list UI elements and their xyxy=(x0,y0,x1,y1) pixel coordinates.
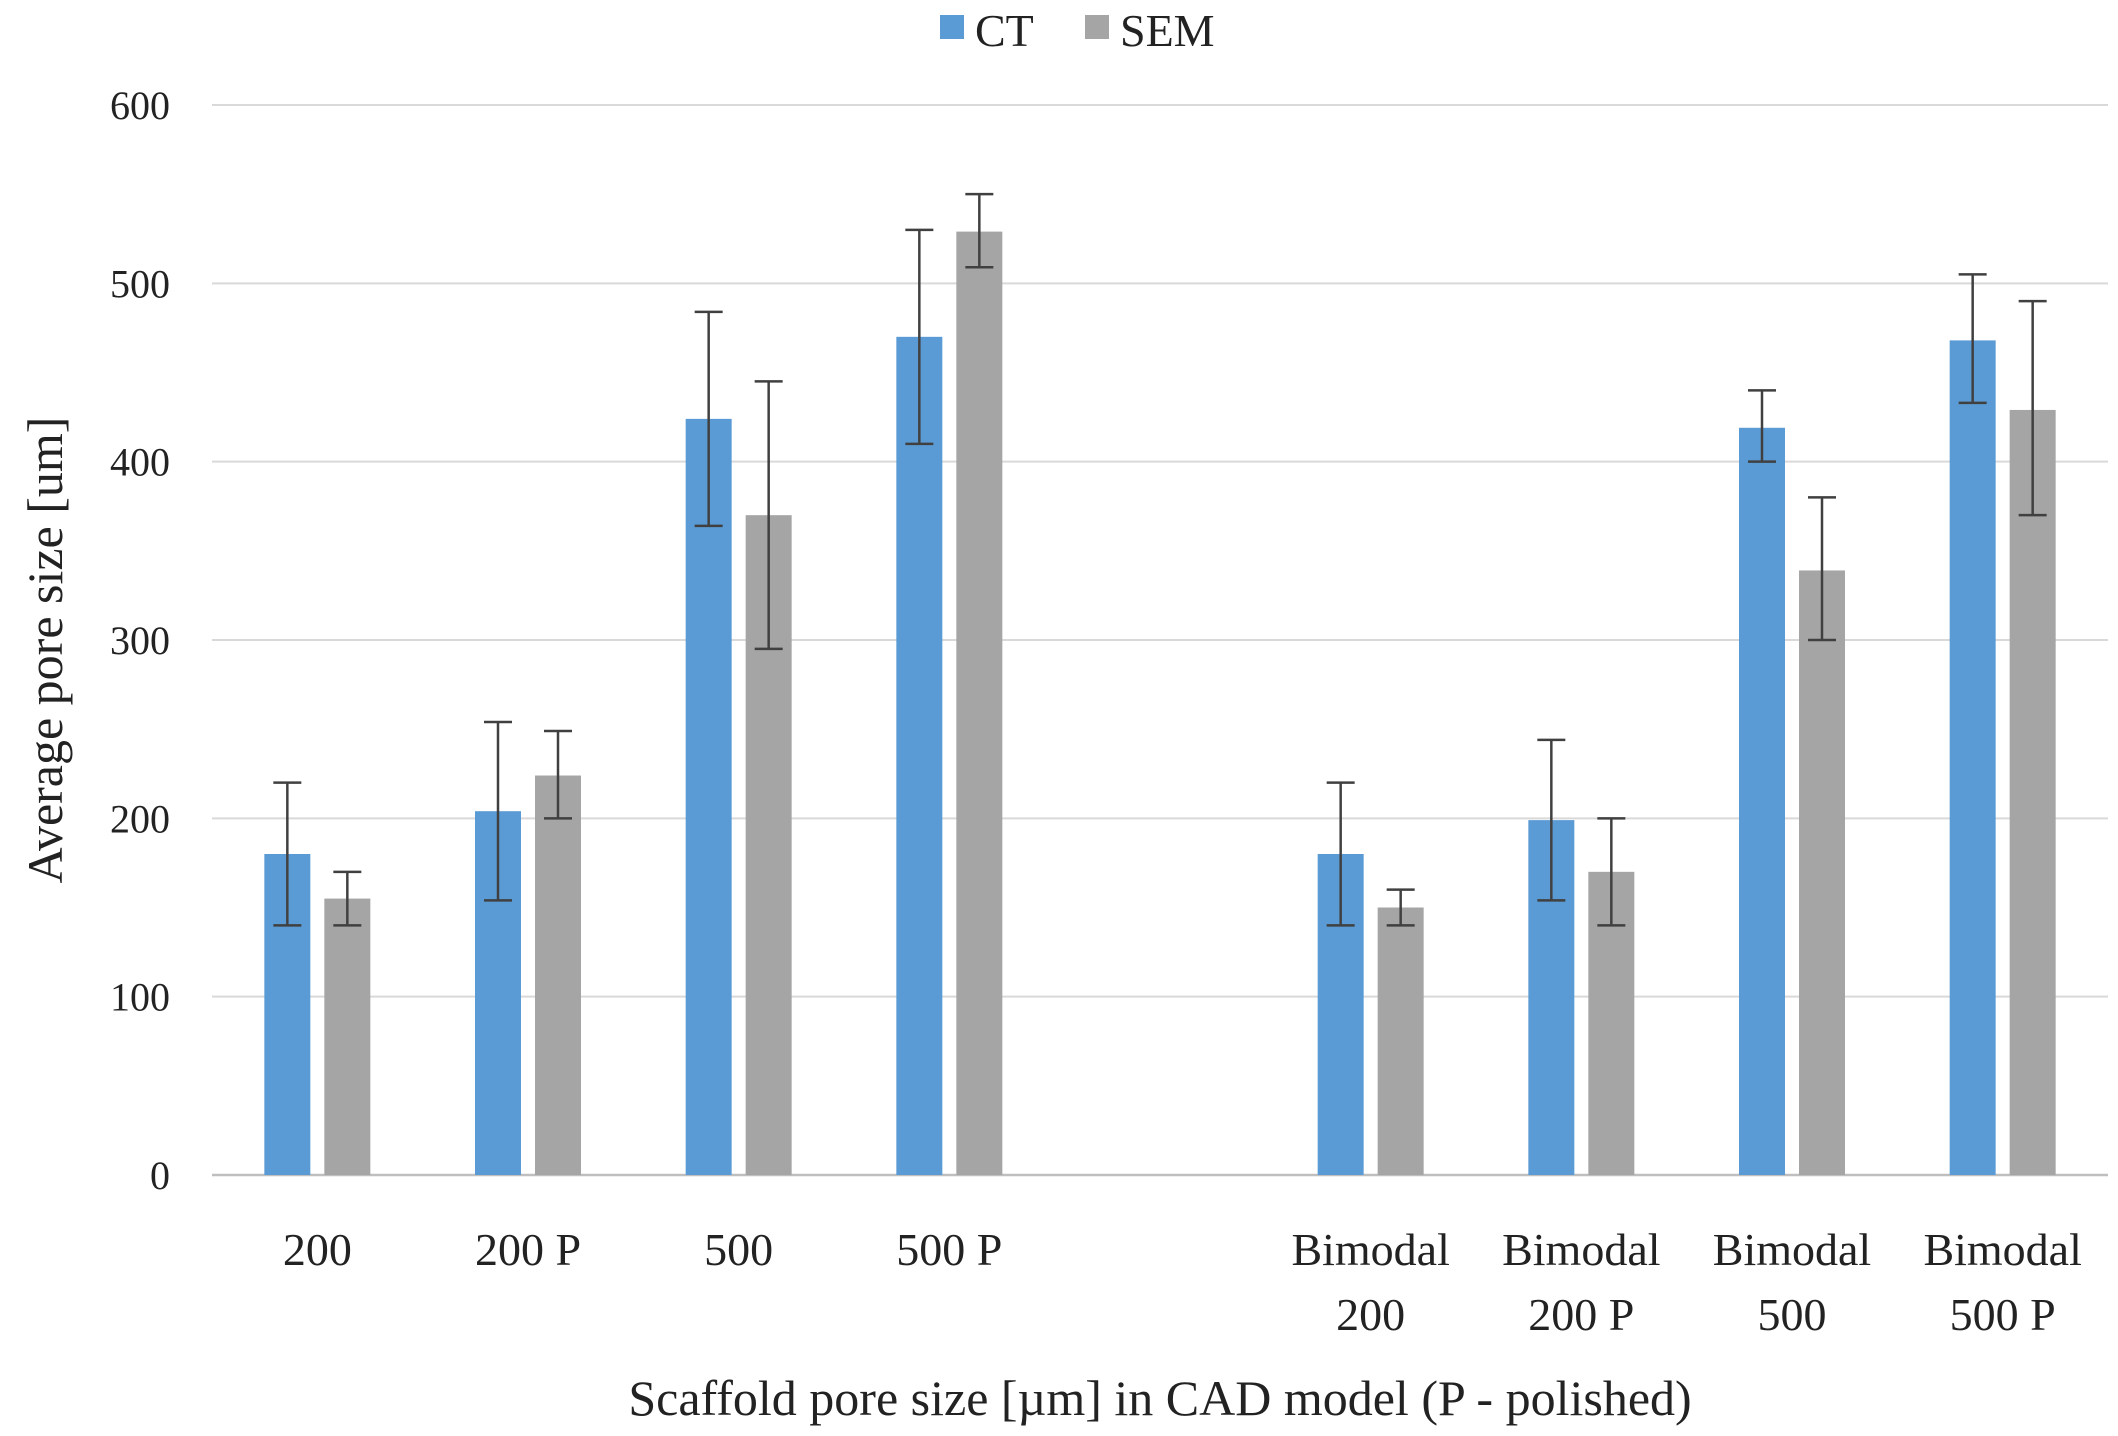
x-tick-label: 500 xyxy=(704,1224,773,1275)
legend-label-sem: SEM xyxy=(1120,5,1215,56)
x-tick-label: Bimodal xyxy=(1713,1224,1871,1275)
y-tick-label: 600 xyxy=(110,83,170,128)
x-tick-label: Bimodal xyxy=(1502,1224,1660,1275)
legend: CT SEM xyxy=(940,5,1215,56)
bar-ct xyxy=(1949,340,1996,1175)
bar-ct xyxy=(1739,427,1785,1175)
gridlines xyxy=(212,104,2108,1177)
x-tick-label: 200 P xyxy=(1528,1289,1634,1340)
y-tick-label: 100 xyxy=(110,975,170,1020)
error-bar-ct xyxy=(1537,738,1566,902)
x-tick-label: 200 xyxy=(283,1224,352,1275)
error-bar-sem xyxy=(2018,299,2047,517)
error-bar-ct xyxy=(694,310,723,528)
bar-ct xyxy=(896,336,943,1175)
legend-swatch-sem xyxy=(1085,15,1109,39)
error-bar-ct xyxy=(905,228,934,446)
error-bars xyxy=(273,192,2047,927)
bar-sem xyxy=(956,231,1003,1175)
bar-sem xyxy=(535,775,581,1175)
error-bar-ct xyxy=(484,720,512,902)
bars xyxy=(264,231,2056,1175)
error-bar-ct xyxy=(1748,389,1776,463)
x-tick-label: 500 xyxy=(1758,1289,1827,1340)
x-tick-label: Bimodal xyxy=(1923,1224,2081,1275)
x-tick-label: 200 P xyxy=(475,1224,581,1275)
y-tick-label: 500 xyxy=(110,261,170,306)
x-tick-label: 500 P xyxy=(896,1224,1002,1275)
legend-label-ct: CT xyxy=(975,5,1034,56)
error-bar-sem xyxy=(754,380,783,651)
bar-sem xyxy=(324,898,371,1175)
error-bar-sem xyxy=(1597,817,1626,927)
bar-ct xyxy=(685,418,732,1175)
legend-swatch-ct xyxy=(940,15,964,39)
y-tick-label: 300 xyxy=(110,618,170,663)
y-tick-label: 400 xyxy=(110,440,170,485)
bar-sem xyxy=(2009,409,2056,1175)
error-bar-sem xyxy=(965,192,994,269)
x-axis-ticks: 200 200 P 500 500 P Bimodal 200 Bimodal 200 P Bi… xyxy=(283,1224,2082,1340)
bar-sem xyxy=(1799,570,1845,1175)
y-tick-label: 0 xyxy=(150,1153,170,1198)
x-tick-label: 200 xyxy=(1336,1289,1405,1340)
error-bar-ct xyxy=(1958,273,1987,405)
error-bar-sem xyxy=(333,870,362,927)
x-axis-title: Scaffold pore size [µm] in CAD model (P … xyxy=(628,1370,1691,1426)
error-bar-ct xyxy=(1326,781,1355,927)
y-axis-ticks: 0 100 200 300 400 500 600 xyxy=(110,83,170,1198)
x-tick-label: Bimodal xyxy=(1291,1224,1449,1275)
error-bar-ct xyxy=(273,781,302,927)
y-tick-label: 200 xyxy=(110,796,170,841)
error-bar-sem xyxy=(544,729,572,820)
error-bar-sem xyxy=(1808,496,1836,642)
x-tick-label: 500 P xyxy=(1950,1289,2056,1340)
y-axis-title: Average pore size [um] xyxy=(17,417,73,884)
error-bar-sem xyxy=(1386,888,1415,927)
bar-sem xyxy=(1377,907,1424,1175)
